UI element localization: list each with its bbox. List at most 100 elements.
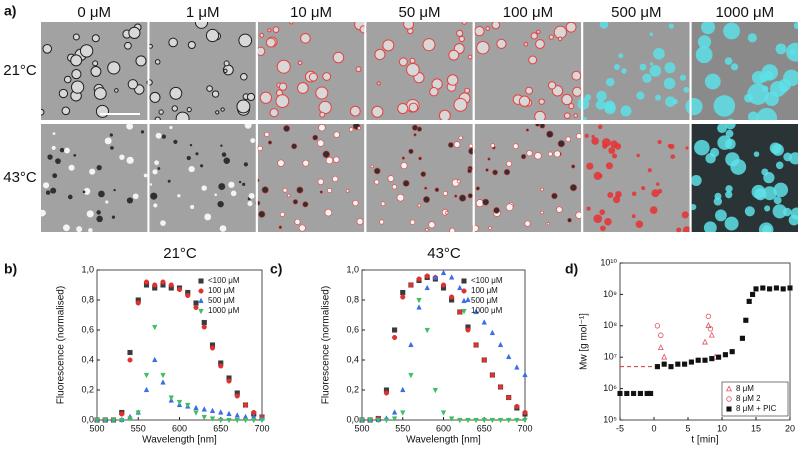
aggregate xyxy=(373,167,381,175)
marker xyxy=(729,349,735,355)
droplet xyxy=(547,81,557,90)
aggregate xyxy=(220,144,223,147)
aggregate xyxy=(160,220,166,226)
blob xyxy=(655,94,661,101)
y-tick-label: 10⁸ xyxy=(603,320,617,330)
legend-marker xyxy=(198,297,204,304)
marker xyxy=(506,394,512,401)
blob xyxy=(690,175,702,187)
blob xyxy=(764,205,771,212)
aggregate xyxy=(217,200,224,208)
marker xyxy=(481,357,487,363)
x-tick-label: 600 xyxy=(172,423,187,433)
blob xyxy=(685,146,689,150)
blob xyxy=(604,217,612,226)
y-axis-label: Fluorescence (normalised) xyxy=(321,286,332,404)
marker xyxy=(400,294,406,300)
droplet xyxy=(300,32,311,44)
aggregate xyxy=(111,215,116,219)
marker xyxy=(432,274,439,280)
aggregate xyxy=(264,131,270,137)
blob xyxy=(610,140,618,148)
aggregate xyxy=(238,180,242,184)
droplet xyxy=(461,22,467,25)
row-label: 21°C xyxy=(3,62,37,79)
droplet xyxy=(194,22,209,29)
marker xyxy=(465,296,471,303)
legend-label: <100 μM xyxy=(471,276,503,285)
droplet xyxy=(70,54,83,67)
marker xyxy=(127,357,133,363)
marker xyxy=(617,390,623,397)
droplet xyxy=(296,82,309,94)
aggregate xyxy=(278,225,283,230)
droplet xyxy=(149,91,161,103)
droplet xyxy=(491,22,501,30)
legend-label: 1000 μM xyxy=(208,306,240,315)
aggregate xyxy=(298,224,306,232)
droplet xyxy=(93,87,107,100)
droplet xyxy=(297,60,303,66)
marker xyxy=(440,410,447,416)
droplet xyxy=(561,93,573,106)
y-tick-label: 0,0 xyxy=(346,414,359,424)
marker xyxy=(143,386,150,393)
aggregate xyxy=(50,187,57,194)
micrograph xyxy=(149,124,256,232)
droplet xyxy=(525,86,534,95)
marker xyxy=(448,274,455,280)
blob xyxy=(611,153,618,159)
droplet xyxy=(548,34,554,40)
marker xyxy=(408,372,414,379)
y-tick-label: 0,4 xyxy=(346,354,359,364)
marker xyxy=(226,417,232,424)
blob xyxy=(730,63,739,71)
blob xyxy=(747,111,759,123)
blob xyxy=(676,227,682,232)
marker xyxy=(185,402,191,409)
droplet xyxy=(536,29,541,35)
aggregate xyxy=(186,155,191,161)
marker xyxy=(481,319,487,325)
droplet xyxy=(146,79,153,86)
blob xyxy=(793,22,798,30)
droplet xyxy=(175,111,190,126)
aggregate xyxy=(218,183,226,190)
marker xyxy=(424,284,430,291)
droplet xyxy=(90,66,102,77)
micrograph xyxy=(474,124,582,232)
legend-marker xyxy=(198,278,204,284)
marker xyxy=(234,412,240,418)
aggregate xyxy=(475,199,484,208)
aggregate xyxy=(257,145,263,151)
aggregate xyxy=(428,221,436,229)
aggregate xyxy=(526,150,533,157)
marker xyxy=(465,417,471,424)
aggregate xyxy=(505,203,514,212)
aggregate xyxy=(396,193,405,202)
aggregate xyxy=(126,197,134,204)
aggregate xyxy=(110,146,114,150)
marker xyxy=(746,298,752,304)
aggregate xyxy=(312,134,319,141)
aggregate xyxy=(520,153,527,160)
legend-marker xyxy=(461,308,467,315)
marker xyxy=(514,403,520,410)
droplet xyxy=(42,43,53,54)
droplet xyxy=(349,105,361,117)
marker xyxy=(688,359,694,365)
blob xyxy=(595,100,606,110)
x-tick-label: 500 xyxy=(354,423,369,433)
aggregate xyxy=(420,171,427,178)
aggregate xyxy=(64,147,70,154)
marker xyxy=(226,410,232,417)
aggregate xyxy=(98,190,105,198)
droplet xyxy=(238,33,253,48)
aggregate xyxy=(540,187,544,192)
aggregate xyxy=(575,133,582,140)
blob xyxy=(723,22,740,40)
droplet xyxy=(211,90,220,98)
blob xyxy=(783,69,798,87)
droplet xyxy=(168,37,178,48)
